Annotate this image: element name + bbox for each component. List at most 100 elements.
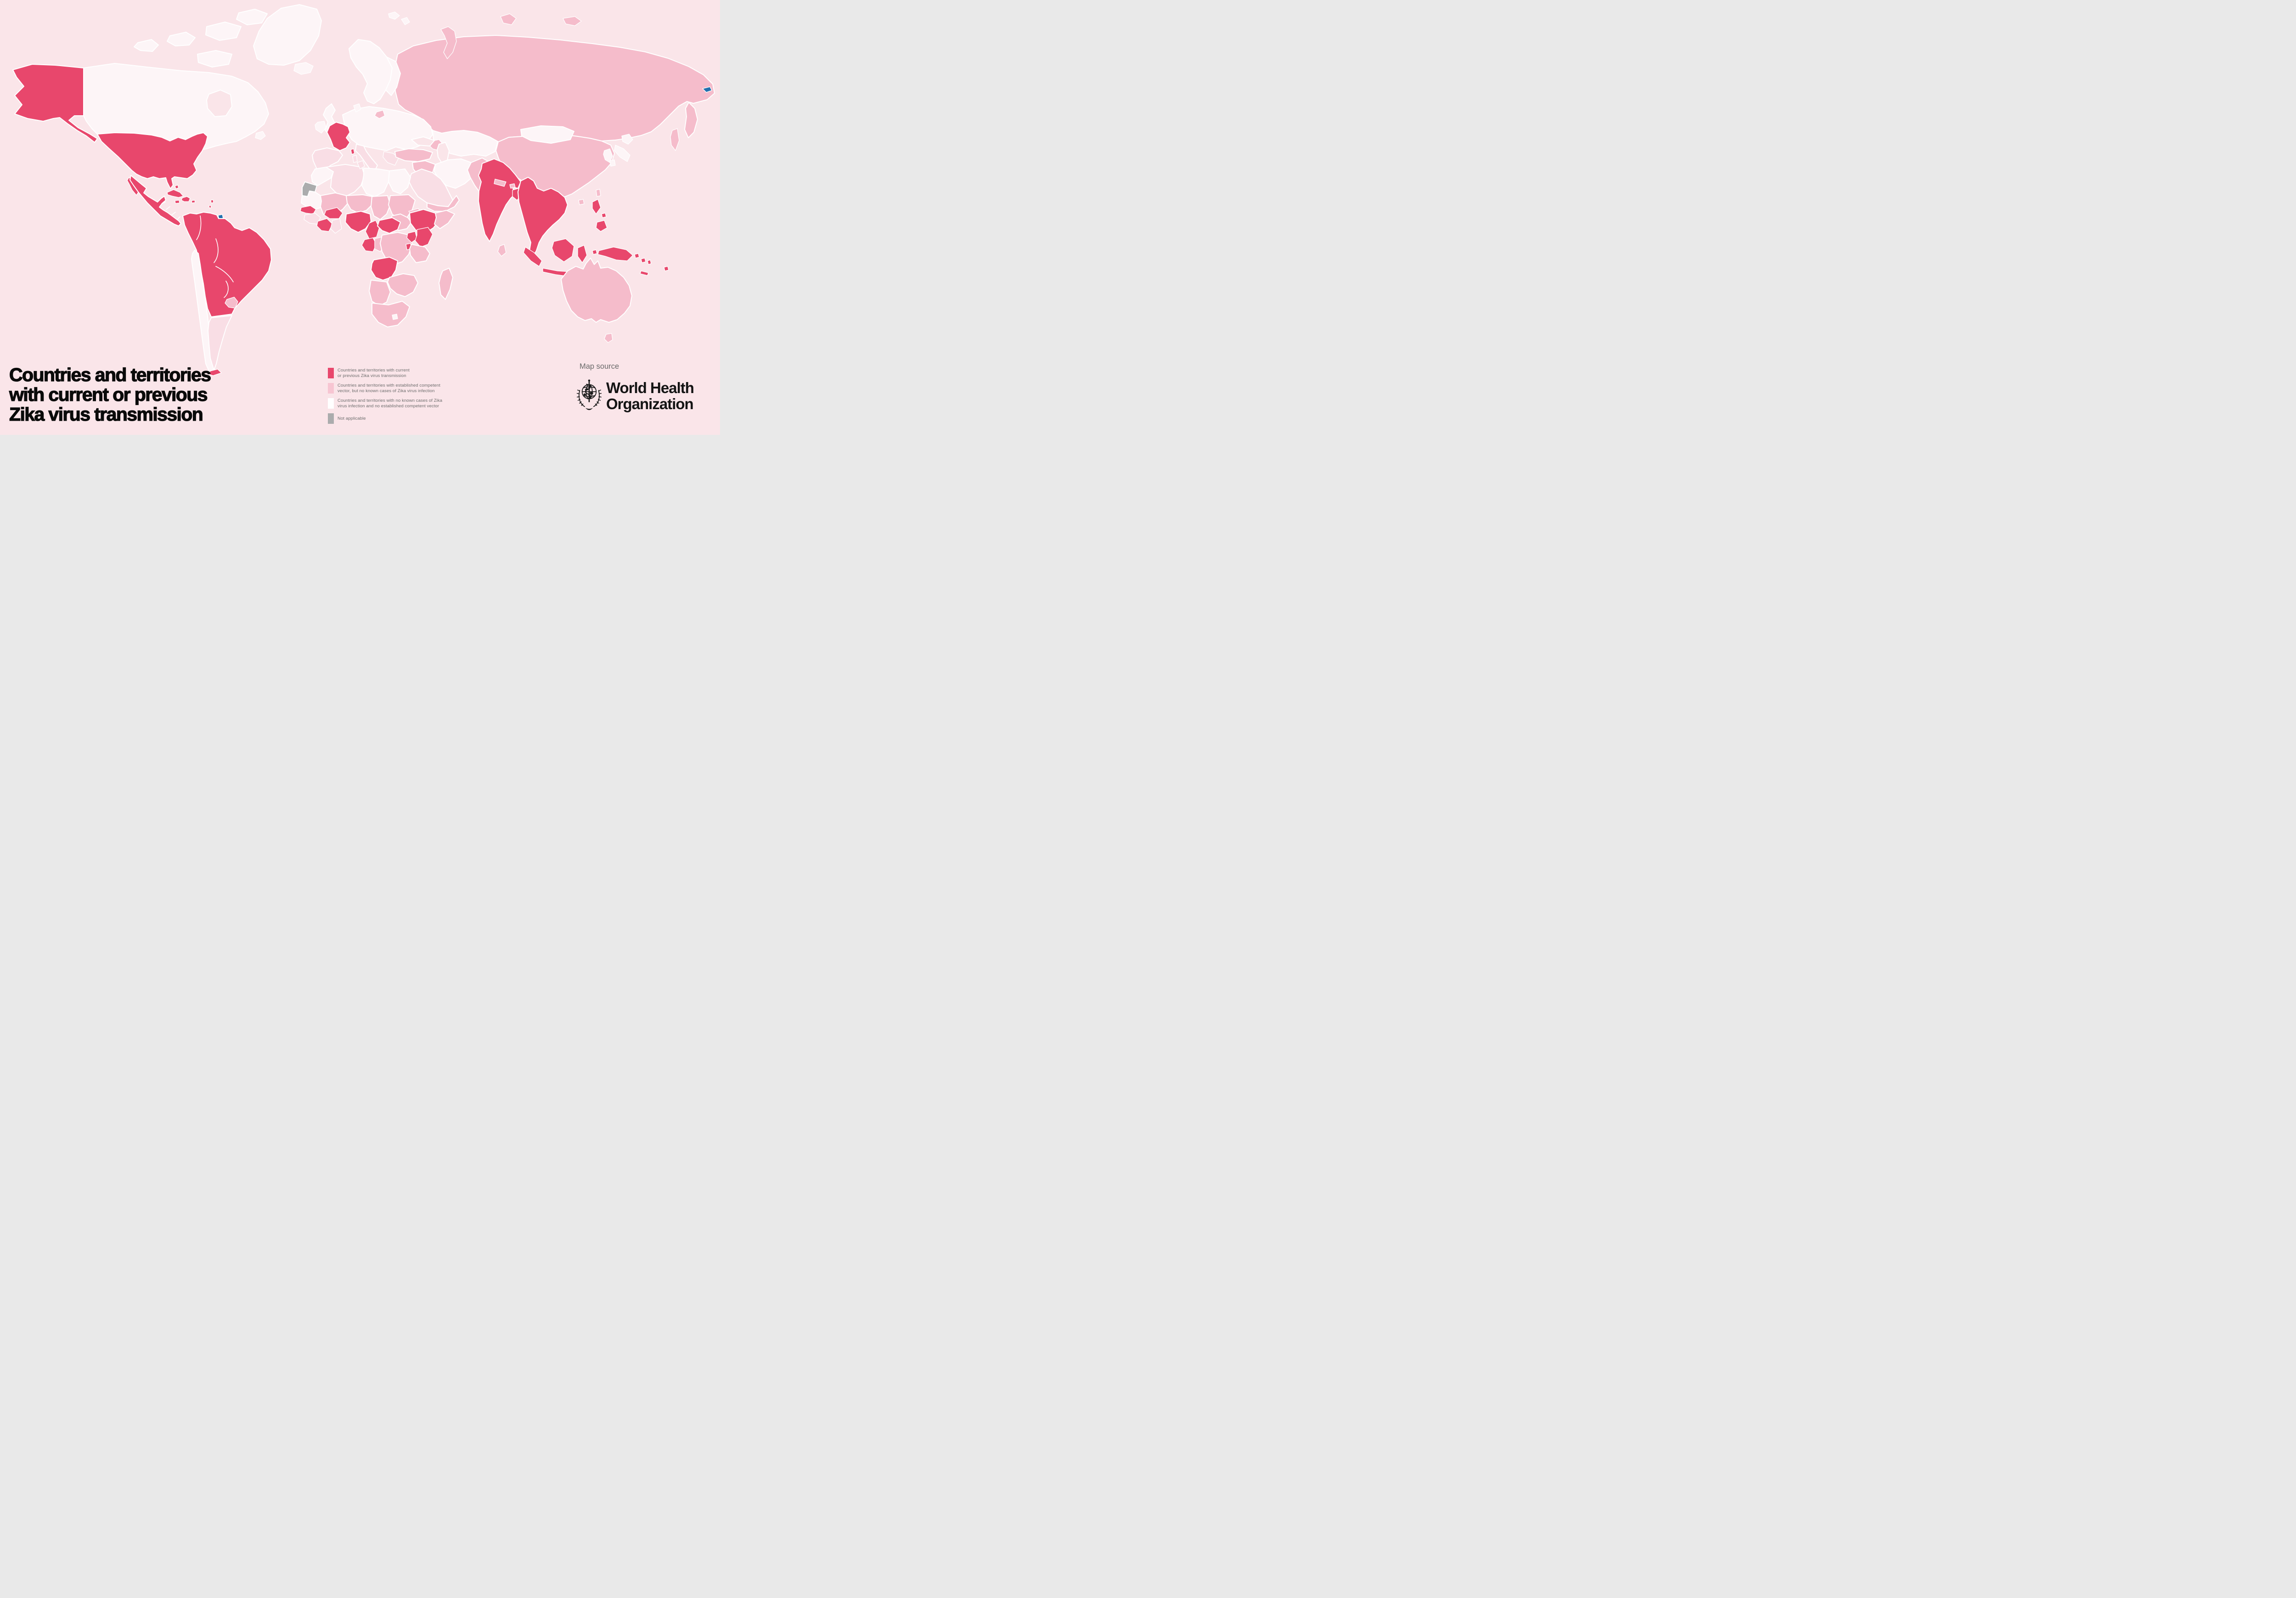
region-sakhalin	[670, 128, 680, 151]
region-ethiopia	[409, 209, 439, 234]
region-hudson-bay	[206, 90, 232, 117]
region-novaya-zemlya	[440, 26, 457, 59]
region-lesotho	[392, 314, 398, 320]
who-logo-icon	[577, 379, 602, 411]
map-title-line-1: Countries and territories	[9, 364, 211, 385]
region-france	[326, 122, 350, 151]
who-wordmark-line-2: Organization	[606, 395, 694, 412]
who-attribution: World Health Organization	[577, 378, 694, 413]
region-indochina	[518, 177, 568, 257]
region-philippines-visayas	[601, 213, 607, 218]
region-mongolia	[520, 125, 574, 144]
region-chad	[371, 195, 391, 220]
legend-label-transmission: Countries and territories with current o…	[338, 368, 410, 378]
south-america-internal-borders	[196, 215, 234, 298]
region-new-caledonia	[640, 270, 649, 276]
region-japan	[609, 159, 616, 167]
map-title: Countries and territories with current o…	[9, 364, 211, 425]
region-svalbard	[388, 11, 400, 20]
map-title-line-3: Zika virus transmission	[9, 404, 203, 425]
region-solomon-islands	[634, 253, 640, 259]
region-iberia	[312, 147, 343, 171]
region-greenland	[253, 4, 322, 66]
region-newfoundland	[255, 131, 266, 140]
region-greece	[383, 151, 399, 166]
region-zambia-mozambique	[387, 273, 418, 297]
region-canadian-arctic	[205, 22, 242, 41]
region-kenya	[415, 227, 433, 248]
region-sri-lanka	[497, 244, 506, 257]
region-guinea	[304, 213, 321, 225]
region-south-africa	[371, 301, 410, 327]
legend-row-transmission: Countries and territories with current o…	[328, 368, 442, 378]
region-lesser-antilles	[210, 199, 214, 203]
zika-map-infographic: Countries and territories with current o…	[0, 0, 720, 435]
region-europe-mainland	[342, 106, 433, 151]
region-drc	[380, 232, 413, 265]
legend-row-vector: Countries and territories with establish…	[328, 383, 442, 394]
map-title-line-2: with current or previous	[9, 384, 208, 405]
region-australia	[561, 258, 632, 323]
region-philippines-luzon	[592, 199, 601, 214]
region-japan	[621, 134, 633, 145]
region-algeria	[326, 164, 365, 197]
legend-swatch-transmission	[328, 368, 334, 378]
region-korea	[603, 148, 613, 163]
region-burkina-faso	[324, 207, 343, 219]
region-bhutan	[509, 183, 516, 189]
region-lesser-antilles	[208, 205, 212, 208]
region-egypt	[388, 169, 411, 194]
map-source-label: Map source	[580, 362, 619, 371]
region-gabon	[361, 237, 377, 252]
region-bering-island	[702, 86, 712, 93]
region-cuba	[167, 189, 184, 198]
world-map	[12, 4, 715, 376]
region-bahamas	[174, 185, 179, 189]
region-patagonia	[208, 315, 232, 371]
legend-row-not-applicable: Not applicable	[328, 413, 442, 424]
region-philippines-mindanao	[596, 220, 608, 232]
region-nepal	[494, 179, 506, 187]
region-canadian-arctic	[197, 50, 232, 68]
region-china	[495, 133, 615, 199]
region-baltics	[374, 110, 385, 119]
region-jamaica	[174, 200, 180, 204]
region-cameroon	[365, 220, 380, 239]
legend-label-not-applicable: Not applicable	[338, 416, 366, 421]
region-ireland	[315, 121, 326, 134]
region-sumatra	[523, 247, 542, 267]
region-sulawesi	[577, 245, 587, 263]
legend-swatch-not-applicable	[328, 413, 334, 424]
region-taiwan	[596, 189, 601, 197]
region-ghana	[330, 218, 342, 234]
legend-label-none: Countries and territories with no known …	[338, 398, 443, 409]
region-niger	[346, 194, 372, 214]
region-turkey	[394, 148, 433, 162]
region-scandinavia	[349, 39, 393, 104]
region-puerto-rico	[191, 200, 196, 203]
who-wordmark: World Health Organization	[606, 380, 694, 412]
region-tanzania	[409, 244, 430, 263]
region-india	[478, 158, 521, 242]
region-japan	[614, 145, 630, 162]
region-vanuatu	[647, 259, 652, 265]
region-finland	[385, 56, 401, 96]
region-fiji	[664, 266, 669, 271]
legend-label-vector: Countries and territories with establish…	[338, 383, 440, 394]
region-uganda	[406, 231, 417, 243]
region-tunisia	[357, 160, 365, 169]
who-wordmark-line-1: World Health	[606, 379, 694, 396]
region-canadian-arctic	[167, 32, 196, 46]
region-solomon-islands	[641, 258, 646, 263]
region-somalia	[434, 210, 455, 229]
region-hainan	[578, 199, 585, 205]
region-cote-divoire	[316, 218, 333, 232]
region-libya	[361, 168, 390, 197]
region-new-guinea	[597, 247, 633, 261]
region-alaska	[12, 64, 98, 143]
region-madagascar	[439, 268, 453, 300]
region-black-sea	[411, 136, 435, 146]
region-iceland	[293, 62, 314, 75]
region-mexico-central-america	[129, 175, 181, 226]
central-america-borders	[161, 202, 180, 220]
